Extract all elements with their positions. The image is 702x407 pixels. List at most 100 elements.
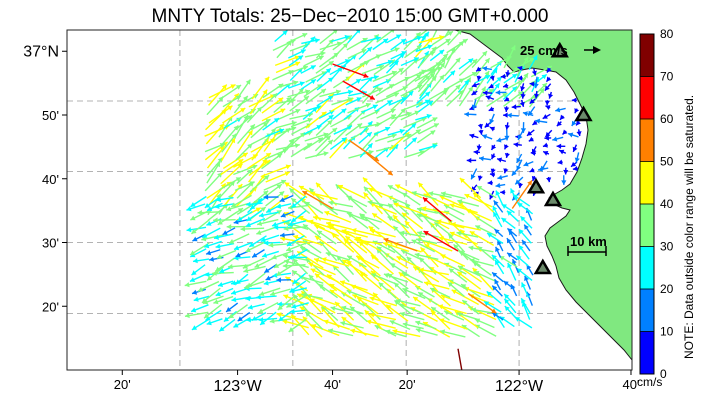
vector-head (546, 76, 552, 82)
vector-head (451, 289, 457, 295)
vector-head (285, 164, 291, 170)
vector-head (227, 263, 233, 270)
current-vector (292, 258, 309, 275)
vector-head (416, 45, 422, 51)
current-vector (184, 311, 209, 319)
vector-head (556, 143, 562, 149)
vector-head (356, 255, 362, 261)
vector-head (511, 170, 517, 176)
vector-head (504, 135, 510, 141)
vector-shaft (451, 289, 479, 306)
vector-head (544, 135, 549, 141)
current-vector (527, 106, 536, 117)
vector-head (314, 257, 320, 263)
vector-shaft (310, 192, 338, 200)
current-vector (218, 176, 242, 191)
vector-head (401, 51, 407, 56)
current-vector (466, 157, 477, 164)
vector-head (456, 311, 462, 317)
current-vector (362, 87, 383, 98)
current-vector (556, 121, 562, 127)
current-vector (387, 133, 412, 143)
current-vector (361, 74, 379, 82)
vector-head (242, 263, 249, 269)
vector-head (491, 153, 496, 160)
vector-head (209, 256, 215, 262)
vector-head (414, 252, 420, 258)
vector-head (482, 90, 488, 96)
current-vector (291, 302, 309, 309)
vector-head (235, 177, 241, 182)
vector-head (317, 137, 323, 143)
vector-shaft (394, 184, 422, 199)
current-vector (416, 91, 431, 105)
vector-head (356, 97, 362, 102)
vector-head (424, 99, 430, 105)
vector-head (230, 84, 236, 89)
current-vector (304, 132, 329, 142)
vector-shaft (208, 84, 228, 106)
vector-head (546, 65, 552, 71)
current-vector (351, 228, 382, 238)
current-vector (482, 90, 493, 96)
vector-head (321, 111, 327, 117)
current-vector (206, 318, 223, 326)
vector-head (418, 182, 424, 188)
current-vector (277, 108, 301, 121)
current-vector (481, 134, 493, 140)
current-vector (436, 219, 465, 229)
current-vector (375, 47, 400, 58)
vector-head (461, 284, 467, 289)
current-vector (221, 84, 242, 99)
current-vector (544, 83, 552, 92)
vector-head (470, 174, 476, 180)
vector-head (378, 64, 384, 70)
vector-head (471, 307, 477, 313)
current-vector (360, 35, 381, 43)
vector-head (328, 61, 334, 66)
vector-head (406, 133, 412, 139)
vector-head (390, 30, 395, 34)
vector-head (424, 244, 430, 249)
current-vector (412, 296, 436, 314)
vector-head (431, 76, 437, 82)
vector-head (395, 298, 401, 304)
current-vector (504, 122, 510, 130)
vector-head (235, 279, 241, 285)
current-vector (354, 237, 382, 245)
vector-head (303, 96, 309, 101)
current-vector (305, 88, 327, 105)
vector-head (439, 195, 445, 201)
current-vector (371, 212, 396, 230)
current-vector (358, 131, 373, 144)
vector-shaft (449, 203, 478, 214)
current-vector (416, 44, 433, 52)
current-vector (191, 318, 209, 331)
current-vector (461, 299, 480, 315)
current-vector (318, 109, 335, 120)
vector-head (504, 144, 509, 150)
current-vector (486, 92, 508, 108)
current-vector (456, 311, 480, 321)
vector-head (427, 44, 433, 50)
vector-head (373, 74, 379, 80)
vector-shaft (350, 284, 378, 299)
current-vector (419, 66, 443, 74)
current-vector (208, 84, 228, 106)
vector-head (263, 280, 269, 286)
vector-head (368, 149, 374, 155)
vector-head (542, 142, 548, 148)
current-vector (522, 111, 534, 117)
vector-head (264, 76, 270, 82)
vector-head (331, 127, 338, 133)
vector-head (427, 101, 434, 106)
vector-head (292, 270, 298, 276)
vector-shaft (296, 250, 324, 269)
current-vector (303, 83, 323, 98)
vector-head (450, 70, 456, 76)
vector-head (293, 80, 299, 86)
current-vector (328, 328, 354, 337)
vector-head (468, 306, 474, 312)
vector-head (262, 122, 268, 128)
vector-head (193, 296, 199, 302)
